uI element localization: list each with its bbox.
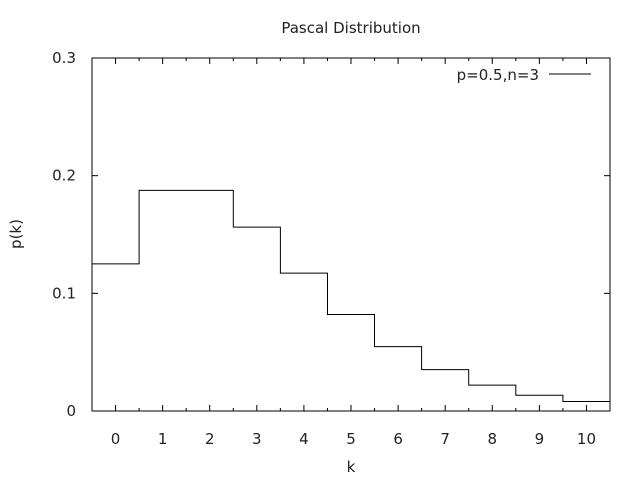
y-axis-label: p(k) [7, 219, 25, 249]
x-tick-label: 6 [393, 430, 403, 448]
legend-label: p=0.5,n=3 [457, 66, 539, 84]
x-tick-label: 7 [440, 430, 450, 448]
y-axis: 0 0.1 0.2 0.3 [52, 49, 610, 420]
series-line [92, 189, 610, 402]
y-tick-label: 0.3 [52, 49, 76, 67]
x-tick-label: 2 [205, 430, 215, 448]
x-tick-label: 9 [535, 430, 545, 448]
legend: p=0.5,n=3 [457, 66, 591, 84]
x-tick-label: 4 [299, 430, 309, 448]
x-tick-label: 3 [252, 430, 262, 448]
x-tick-label: 8 [487, 430, 497, 448]
x-tick-label: 0 [111, 430, 121, 448]
y-tick-label: 0.1 [52, 284, 76, 302]
x-axis: 0 1 2 3 4 5 6 7 8 9 10 [111, 58, 596, 448]
x-tick-label: 10 [577, 430, 596, 448]
series-layer [92, 189, 610, 402]
plot-area [91, 57, 611, 412]
x-axis-label: k [347, 458, 356, 476]
x-tick-label: 1 [158, 430, 168, 448]
y-tick-label: 0 [66, 402, 76, 420]
chart-title: Pascal Distribution [281, 19, 420, 37]
x-tick-label: 5 [346, 430, 356, 448]
y-tick-label: 0.2 [52, 167, 76, 185]
